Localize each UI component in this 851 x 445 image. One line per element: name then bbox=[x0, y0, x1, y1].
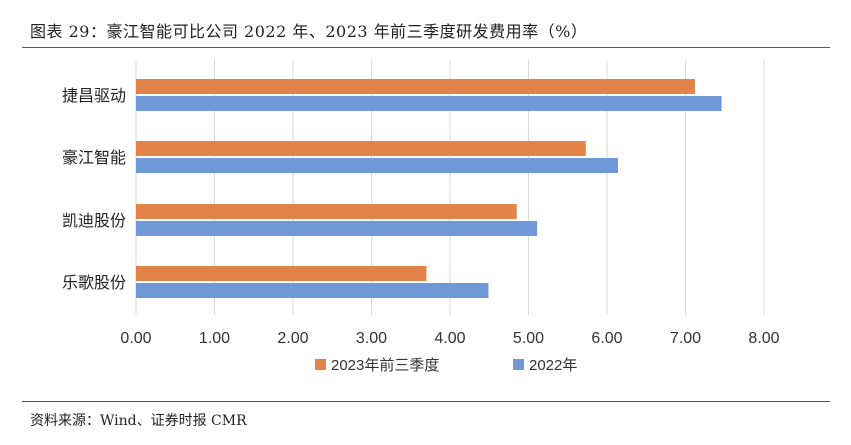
legend-label: 2023年前三季度 bbox=[331, 357, 439, 374]
bar bbox=[136, 266, 427, 281]
bar bbox=[136, 141, 586, 156]
bar bbox=[136, 283, 489, 298]
footer-divider bbox=[22, 401, 830, 402]
chart-title: 图表 29：豪江智能可比公司 2022 年、2023 年前三季度研发费用率（%） bbox=[30, 22, 588, 41]
source-note: 资料来源：Wind、证券时报 CMR bbox=[30, 413, 247, 429]
category-label: 凯迪股份 bbox=[62, 211, 126, 230]
x-tick-label: 8.00 bbox=[748, 330, 779, 347]
x-tick-label: 5.00 bbox=[513, 330, 544, 347]
x-tick-label: 0.00 bbox=[120, 330, 151, 347]
bar bbox=[136, 221, 538, 236]
bar bbox=[136, 96, 722, 111]
legend-swatch bbox=[513, 359, 524, 370]
bar bbox=[136, 204, 517, 219]
bars bbox=[136, 79, 722, 298]
category-label: 豪江智能 bbox=[62, 148, 126, 167]
x-tick-labels: 0.00 1.00 2.00 3.00 4.00 5.00 6.00 7.00 8.00 bbox=[120, 330, 779, 347]
category-label: 乐歌股份 bbox=[62, 273, 126, 292]
x-tick-label: 4.00 bbox=[434, 330, 465, 347]
legend: 2023年前三季度 2022年 bbox=[315, 357, 577, 374]
legend-swatch bbox=[315, 359, 326, 370]
x-tick-label: 7.00 bbox=[670, 330, 701, 347]
legend-label: 2022年 bbox=[529, 357, 577, 374]
x-tick-label: 3.00 bbox=[356, 330, 387, 347]
bar bbox=[136, 79, 695, 94]
x-tick-label: 2.00 bbox=[277, 330, 308, 347]
title-divider bbox=[22, 47, 830, 48]
bar bbox=[136, 158, 618, 173]
x-tick-label: 1.00 bbox=[199, 330, 230, 347]
category-label: 捷昌驱动 bbox=[62, 86, 126, 105]
x-tick-label: 6.00 bbox=[591, 330, 622, 347]
